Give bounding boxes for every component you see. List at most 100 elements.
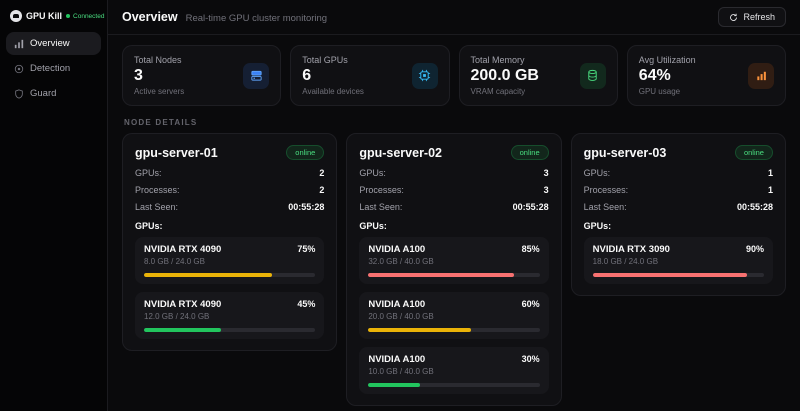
sidebar-nav: Overview Detection Guard [6, 32, 101, 105]
stat-card-total-memory: Total Memory 200.0 GB VRAM capacity [458, 45, 618, 107]
node-name: gpu-server-02 [359, 145, 443, 160]
utilization-bar-track [144, 273, 316, 278]
gpu-memory: 10.0 GB / 40.0 GB [368, 367, 434, 377]
nodes-grid: gpu-server-01 online GPUs: 2 Processes: 2 … [122, 133, 786, 407]
gpu-utilization: 90% [745, 244, 764, 255]
utilization-bar-fill [592, 273, 747, 278]
status-badge: online [510, 145, 549, 161]
gpu-row: NVIDIA RTX 4090 75% 8.0 GB / 24.0 GB [135, 237, 325, 285]
sidebar-item-detection[interactable]: Detection [6, 57, 101, 80]
gpus-count-value: 2 [319, 168, 325, 179]
stat-card-total-gpus: Total GPUs 6 Available devices [290, 45, 450, 107]
node-card-gpu-server-02: gpu-server-02 online GPUs: 3 Processes: 3 … [346, 133, 562, 407]
utilization-bar-track [368, 383, 540, 388]
node-card-gpu-server-01: gpu-server-01 online GPUs: 2 Processes: 2 … [122, 133, 338, 352]
stat-label: Total GPUs [302, 55, 348, 65]
stats-grid: Total Nodes 3 Active servers Total GPUs … [122, 45, 786, 107]
connected-dot-icon [66, 14, 71, 18]
processes-value: 1 [767, 185, 773, 196]
gpu-name: NVIDIA RTX 4090 [144, 244, 222, 256]
gpu-memory: 12.0 GB / 24.0 GB [144, 312, 210, 322]
status-badge: online [734, 145, 773, 161]
utilization-bar-fill [368, 383, 420, 388]
sidebar-item-label: Guard [30, 88, 57, 99]
radar-icon [14, 64, 24, 74]
sidebar: GPU Kill Connected Overview Detection [0, 0, 108, 411]
refresh-button[interactable]: Refresh [718, 7, 786, 27]
gpu-utilization: 45% [297, 299, 316, 310]
sidebar-item-overview[interactable]: Overview [6, 32, 101, 55]
logo-row: GPU Kill Connected [6, 8, 104, 32]
gpus-count-value: 3 [543, 168, 549, 179]
gpus-count-value: 1 [767, 168, 773, 179]
gpu-row: NVIDIA RTX 4090 45% 12.0 GB / 24.0 GB [135, 292, 325, 340]
server-icon [243, 62, 270, 89]
gpu-name: NVIDIA A100 [368, 354, 426, 366]
node-card-gpu-server-03: gpu-server-03 online GPUs: 1 Processes: 1 … [570, 133, 786, 297]
gpu-row: NVIDIA RTX 3090 90% 18.0 GB / 24.0 GB [583, 237, 773, 285]
sidebar-item-label: Overview [30, 38, 70, 49]
stat-subtitle: Available devices [302, 87, 364, 97]
last-seen-label: Last Seen: [135, 202, 179, 213]
topbar: Overview Real-time GPU cluster monitorin… [108, 0, 800, 35]
utilization-bar-fill [368, 328, 472, 333]
utilization-bar-track [592, 273, 764, 278]
gpu-name: NVIDIA RTX 3090 [592, 244, 670, 256]
refresh-icon [729, 13, 738, 22]
stat-value: 200.0 GB [470, 67, 539, 84]
main-area: Overview Real-time GPU cluster monitorin… [108, 0, 800, 411]
gpu-utilization: 75% [297, 244, 316, 255]
stat-value: 64% [638, 67, 671, 84]
gpu-memory: 18.0 GB / 24.0 GB [592, 257, 659, 267]
status-badge: online [286, 145, 325, 161]
stat-label: Total Nodes [134, 55, 182, 65]
gpu-chip-icon [411, 62, 438, 89]
utilization-bar-fill [368, 273, 514, 278]
stat-label: Total Memory [470, 55, 525, 65]
utilization-bar-fill [144, 328, 222, 333]
node-details-section-label: NODE DETAILS [124, 118, 198, 128]
gpu-utilization: 30% [521, 354, 540, 365]
gpu-utilization: 60% [521, 299, 540, 310]
gpu-row: NVIDIA A100 85% 32.0 GB / 40.0 GB [359, 237, 549, 285]
last-seen-label: Last Seen: [359, 202, 403, 213]
gpu-memory: 20.0 GB / 40.0 GB [368, 312, 434, 322]
processes-label: Processes: [135, 185, 180, 196]
page-subtitle: Real-time GPU cluster monitoring [185, 13, 328, 24]
connection-status: Connected [66, 13, 104, 20]
app-name: GPU Kill [26, 11, 63, 21]
stat-value: 3 [134, 67, 143, 84]
processes-value: 3 [543, 185, 549, 196]
gpu-name: NVIDIA A100 [368, 244, 426, 256]
gpus-count-label: GPUs: [583, 168, 611, 179]
gpus-count-label: GPUs: [135, 168, 162, 179]
gpu-list-label: GPUs: [135, 221, 163, 232]
stat-card-total-nodes: Total Nodes 3 Active servers [122, 45, 282, 107]
processes-value: 2 [319, 185, 325, 196]
gpu-memory: 8.0 GB / 24.0 GB [144, 257, 205, 267]
gpu-name: NVIDIA A100 [368, 299, 426, 311]
page-title: Overview [122, 10, 178, 24]
node-name: gpu-server-01 [135, 145, 218, 160]
stat-card-avg-utilization: Avg Utilization 64% GPU usage [626, 45, 786, 107]
stat-subtitle: GPU usage [638, 87, 681, 97]
gpu-memory: 32.0 GB / 40.0 GB [368, 257, 434, 267]
gpu-list-label: GPUs: [583, 221, 612, 232]
gpu-name: NVIDIA RTX 4090 [144, 299, 222, 311]
gpu-list-label: GPUs: [359, 221, 387, 232]
bar-chart-icon [14, 39, 24, 49]
app-logo-icon [10, 10, 22, 22]
gpu-row: NVIDIA A100 60% 20.0 GB / 40.0 GB [359, 292, 549, 340]
last-seen-value: 00:55:28 [736, 202, 773, 213]
stat-subtitle: Active servers [134, 87, 185, 97]
shield-icon [14, 88, 24, 99]
processes-label: Processes: [359, 185, 404, 196]
gpu-utilization: 85% [521, 244, 540, 255]
node-name: gpu-server-03 [583, 145, 667, 160]
processes-label: Processes: [583, 185, 629, 196]
utilization-bar-track [144, 328, 316, 333]
bar-chart-icon [748, 62, 774, 89]
gpus-count-label: GPUs: [359, 168, 386, 179]
last-seen-value: 00:55:28 [512, 202, 549, 213]
sidebar-item-guard[interactable]: Guard [6, 82, 101, 105]
